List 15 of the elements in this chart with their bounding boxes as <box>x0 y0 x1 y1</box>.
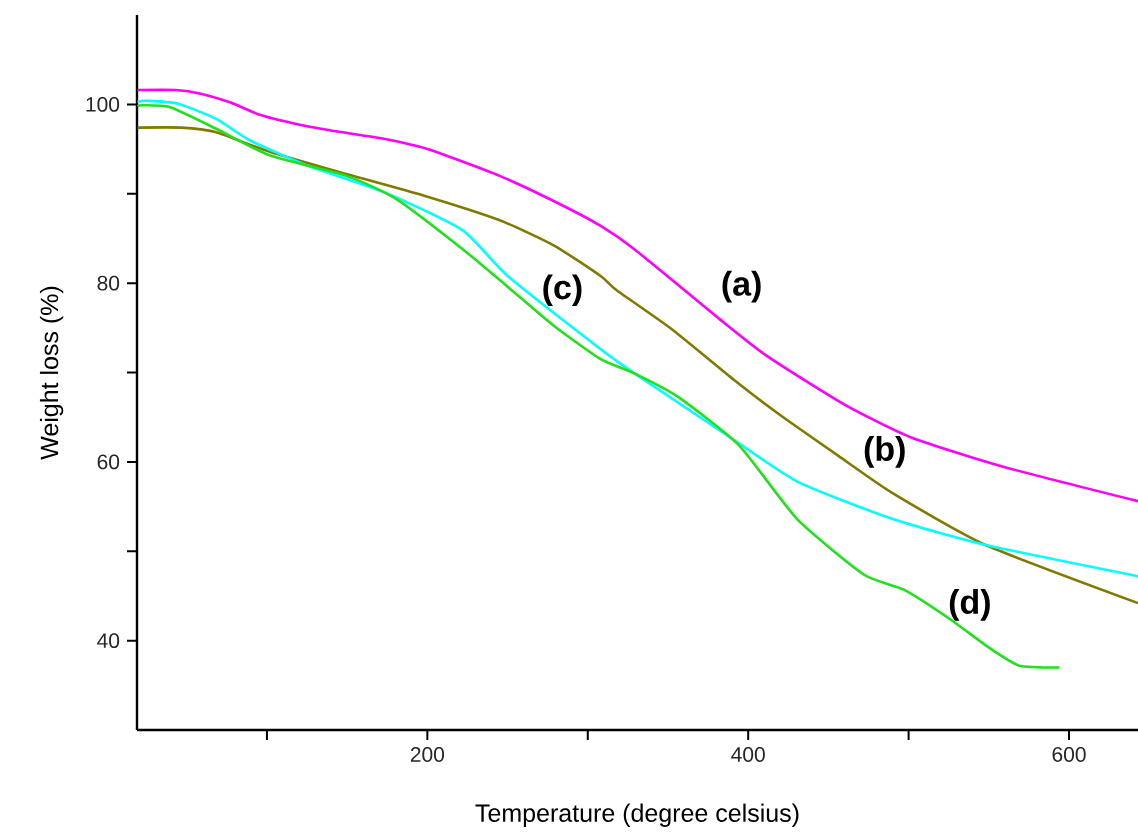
x-tick-label: 200 <box>410 747 445 762</box>
line-series <box>136 103 1061 669</box>
y-tick-label: 60 <box>97 454 120 470</box>
series-label: (b) <box>864 436 905 468</box>
y-tick-label: 100 <box>86 96 120 112</box>
x-tick-label: 600 <box>1052 747 1086 762</box>
series-label: (a) <box>722 270 761 303</box>
x-tick-label: 400 <box>731 747 765 762</box>
series-label: (c) <box>543 274 582 307</box>
series-label: (d) <box>949 589 990 621</box>
x-axis-title: Temperature (degree celsius) <box>475 803 799 827</box>
y-tick-label: 40 <box>97 633 120 649</box>
line-series <box>136 88 1138 503</box>
y-axis-title: Weight loss (%) <box>39 286 64 460</box>
y-tick-label: 80 <box>97 275 120 291</box>
